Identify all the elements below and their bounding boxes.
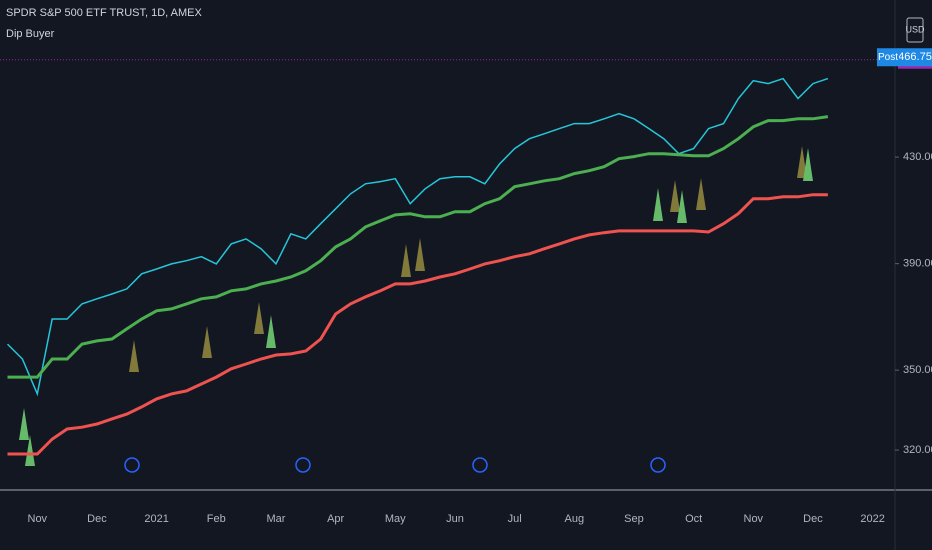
dip-signal (401, 244, 411, 277)
buy-signal (25, 435, 35, 466)
x-tick-label: Mar (266, 513, 285, 525)
y-tick-label: 350.00 (903, 364, 932, 376)
indicator-label: Dip Buyer (6, 28, 55, 40)
dip-signal (696, 178, 706, 210)
x-tick-label: Dec (803, 513, 823, 525)
dip-signal (797, 146, 807, 178)
dividend-marker (124, 457, 140, 473)
buy-signal (19, 408, 29, 440)
buy-signal (653, 188, 663, 221)
series-line (7, 193, 828, 456)
x-tick-label: Jun (446, 513, 464, 525)
x-tick-label: Feb (207, 513, 226, 525)
currency: USD (905, 24, 925, 34)
x-tick-label: Nov (28, 513, 48, 525)
x-tick-label: May (385, 513, 406, 525)
buy-signal (677, 190, 687, 223)
dividend-marker (650, 457, 666, 473)
x-tick-label: Aug (565, 513, 585, 525)
series-line (7, 115, 829, 379)
x-tick-label: Apr (327, 513, 344, 525)
chart-title: SPDR S&P 500 ETF TRUST, 1D, AMEX (6, 7, 202, 19)
dividend-markers (124, 457, 666, 473)
signals (19, 146, 813, 466)
y-tick-label: 430.00 (903, 151, 932, 163)
post-badge (877, 48, 899, 67)
x-tick-label: Oct (685, 513, 702, 525)
series-line (6, 77, 829, 397)
dip-signal (129, 340, 139, 372)
y-tick-label: 320.00 (903, 444, 932, 456)
x-tick-label: Dec (87, 513, 107, 525)
dip-signal (254, 302, 264, 334)
x-tick-label: 2022 (860, 513, 884, 525)
currency-box (906, 17, 924, 43)
dip-signal (202, 326, 212, 358)
post-price-label: 466.75 (898, 51, 932, 63)
y-tick-label: 390.00 (903, 258, 932, 270)
x-tick-label: 2021 (144, 513, 168, 525)
dividend-marker (295, 457, 311, 473)
post-badge-label: Post (878, 52, 898, 63)
dip-signal (415, 238, 425, 271)
buy-signal (803, 148, 813, 181)
buy-signal (266, 315, 276, 348)
x-tick-label: Nov (744, 513, 764, 525)
dip-signal (670, 180, 680, 212)
x-tick-label: Sep (624, 513, 644, 525)
post-price-box (898, 48, 932, 67)
dividend-marker (472, 457, 488, 473)
x-tick-label: Jul (508, 513, 522, 525)
